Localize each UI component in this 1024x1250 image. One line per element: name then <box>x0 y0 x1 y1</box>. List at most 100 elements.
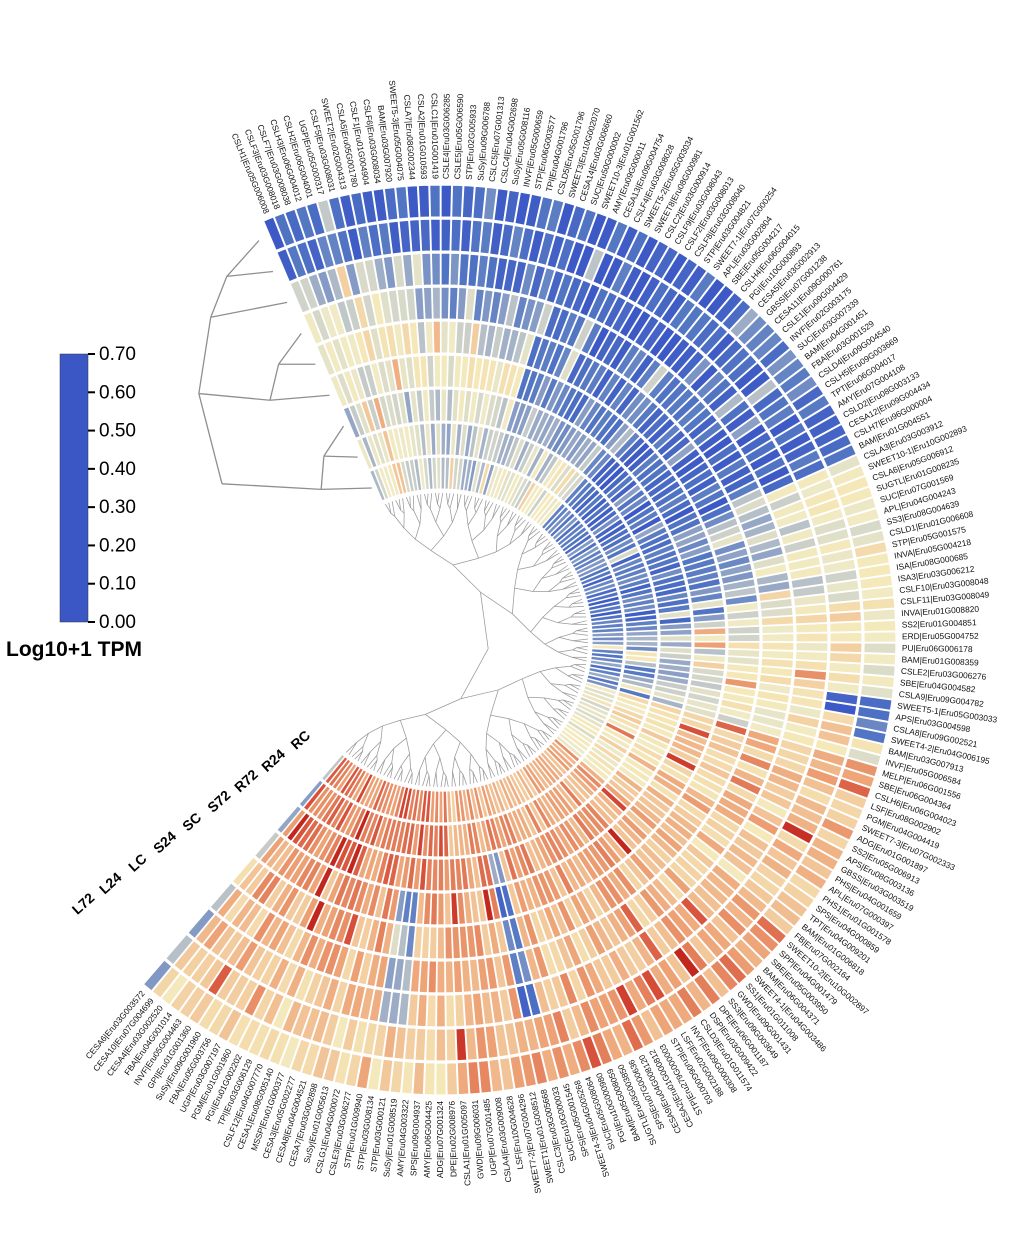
gene-dendrogram-branch <box>433 771 437 787</box>
heatmap-cell <box>560 1006 581 1042</box>
heatmap-cell <box>793 793 829 817</box>
gene-dendrogram-branch <box>509 752 516 768</box>
legend-title: Log10+1 TPM <box>6 638 142 661</box>
gene-dendrogram-branch <box>572 638 589 642</box>
heatmap-cell <box>789 802 825 827</box>
heatmap-cell <box>187 907 216 940</box>
heatmap-cell <box>484 1024 500 1059</box>
heatmap-cell <box>261 991 286 1027</box>
heatmap-cell <box>758 339 792 370</box>
gene-dendrogram-branch <box>514 587 534 592</box>
heatmap-cell <box>791 686 826 701</box>
heatmap-cell <box>440 218 452 252</box>
heatmap-cell <box>393 1025 408 1060</box>
heatmap-cell <box>387 990 402 1026</box>
heatmap-cell <box>300 1006 322 1042</box>
heatmap-cell <box>451 925 462 960</box>
gene-dendrogram-branch <box>558 700 571 711</box>
heatmap-cell <box>659 634 693 642</box>
heatmap-cell <box>635 275 662 310</box>
heatmap-cell <box>498 223 515 258</box>
heatmap-cell <box>534 195 554 231</box>
heatmap-cell <box>826 589 861 604</box>
heatmap-cell <box>408 218 422 253</box>
heatmap-cell <box>431 286 442 320</box>
heatmap-cell <box>493 1023 510 1058</box>
heatmap-cell <box>366 223 383 258</box>
heatmap-cell <box>626 269 653 305</box>
heatmap-cell <box>747 922 780 954</box>
heatmap-cell <box>721 298 752 332</box>
legend-tick-label: 0.60 <box>99 382 136 403</box>
gene-dendrogram-branch <box>426 504 431 509</box>
gene-dendrogram-branch <box>494 760 499 776</box>
gene-dendrogram-branch <box>370 759 378 770</box>
heatmap-cell <box>536 231 556 267</box>
heatmap-cell <box>771 356 806 387</box>
heatmap-cell <box>716 906 748 938</box>
ring-label: R72 <box>231 766 261 795</box>
heatmap-cell <box>474 1025 489 1061</box>
heatmap-cell <box>502 258 519 293</box>
heatmap-cell <box>790 384 825 413</box>
gene-dendrogram-branch <box>555 667 569 677</box>
heatmap-cell <box>424 320 434 354</box>
heatmap-cell <box>570 279 593 314</box>
sample-dendrogram-branch <box>198 317 212 394</box>
heatmap-cell <box>795 622 829 634</box>
gene-dendrogram-branch <box>440 771 444 788</box>
heatmap-cell <box>327 195 347 231</box>
gene-dendrogram-branch <box>520 521 529 536</box>
gene-dendrogram-branch <box>498 742 504 757</box>
gene-dendrogram-branch <box>373 759 378 771</box>
gene-label: CSLA1|Eru01G005097 <box>458 1100 472 1186</box>
heatmap-cell <box>659 913 688 946</box>
gene-dendrogram-branch <box>562 699 573 707</box>
heatmap-cell <box>799 853 834 881</box>
heatmap-cell <box>806 497 842 519</box>
heatmap-cell <box>786 555 822 572</box>
gene-label: SPS|Eru09G004937 <box>408 1100 422 1176</box>
heatmap-cell <box>298 275 320 311</box>
gene-dendrogram-branch <box>435 771 438 787</box>
heatmap-cell <box>828 797 864 821</box>
heatmap-cell <box>729 414 763 442</box>
heatmap-cell <box>790 574 825 590</box>
gene-dendrogram-branch <box>543 544 553 551</box>
heatmap-cell <box>338 193 357 229</box>
heatmap-cell <box>305 201 327 237</box>
heatmap-cell <box>475 254 490 289</box>
heatmap-cell <box>600 1026 625 1062</box>
heatmap-cell <box>809 507 845 528</box>
heatmap-cell <box>321 977 341 1012</box>
gene-dendrogram-branch <box>553 708 566 720</box>
heatmap-cell <box>451 184 464 219</box>
heatmap-cell <box>209 924 238 958</box>
heatmap-cell <box>739 430 773 457</box>
heatmap-cell <box>823 568 859 585</box>
gene-dendrogram-branch <box>405 497 411 508</box>
heatmap-cell <box>453 993 466 1028</box>
gene-dendrogram-branch <box>400 509 405 514</box>
heatmap-cell <box>791 584 826 599</box>
heatmap-cell <box>440 388 448 422</box>
heatmap-cell <box>325 231 345 267</box>
gene-dendrogram-branch <box>449 493 455 509</box>
heatmap-cell <box>832 787 869 810</box>
gene-dendrogram-branch <box>508 718 512 735</box>
legend-tick-label: 0.50 <box>99 421 136 442</box>
gene-dendrogram-branch <box>543 722 557 732</box>
gene-dendrogram-branch <box>571 620 587 625</box>
heatmap-cell <box>709 913 741 945</box>
heatmap-cell <box>718 399 751 428</box>
heatmap-cell <box>860 673 896 689</box>
gene-dendrogram-branch <box>437 492 440 505</box>
gene-label: CSLE5|Eru05G006590 <box>452 93 465 179</box>
heatmap-cell <box>717 952 748 985</box>
heatmap-cell <box>541 1012 561 1048</box>
heatmap-cell <box>780 527 815 546</box>
heatmap-cell <box>814 738 849 758</box>
heatmap-cell <box>669 343 699 376</box>
sample-dendrogram-branch <box>226 270 274 278</box>
heatmap-cell <box>804 766 840 788</box>
